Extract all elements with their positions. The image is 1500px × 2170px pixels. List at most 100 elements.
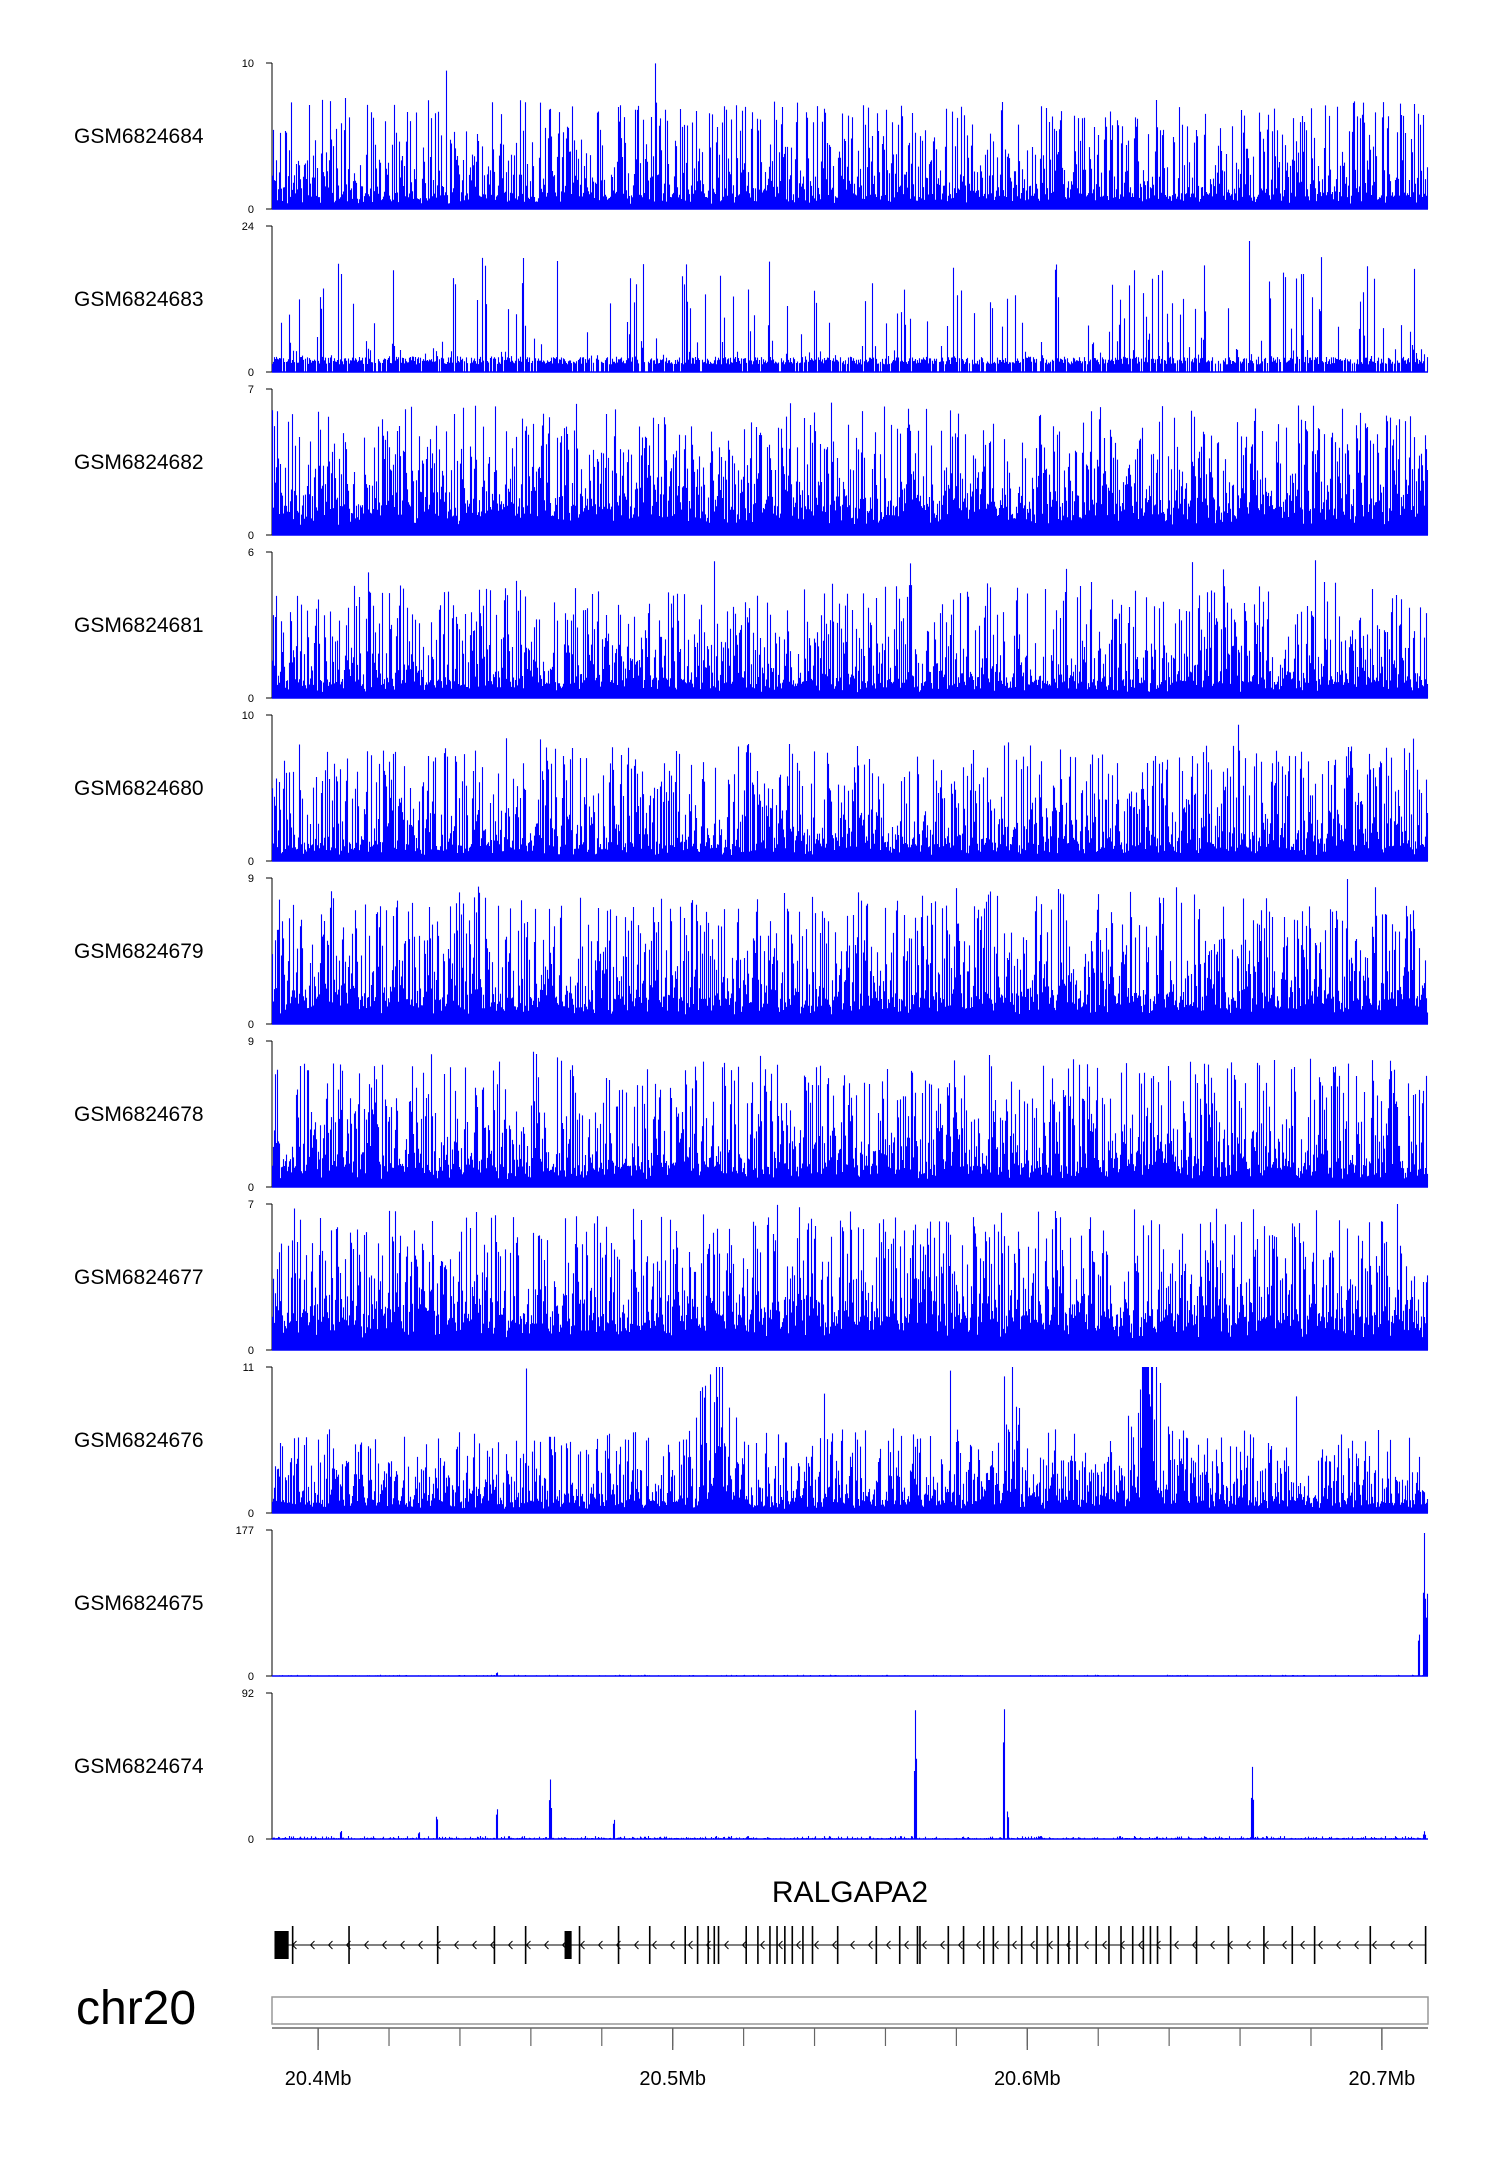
strand-arrow	[1371, 1940, 1377, 1950]
exon	[757, 1926, 759, 1964]
strand-arrow	[1011, 1940, 1017, 1950]
y-axis-max-label: 10	[242, 710, 254, 722]
track-GSM6824682: GSM6824682 7 0	[74, 384, 1429, 542]
strand-arrow	[327, 1940, 333, 1950]
exon	[1095, 1926, 1097, 1964]
strand-arrow	[399, 1940, 405, 1950]
signal-area	[271, 63, 1429, 209]
gene-name: RALGAPA2	[772, 1876, 928, 1909]
x-axis-ticks: 20.4Mb 20.5Mb 20.6Mb 20.7Mb	[285, 2028, 1416, 2090]
track-GSM6824674: GSM6824674 92 0	[74, 1688, 1428, 1846]
strand-arrow	[939, 1940, 945, 1950]
strand-arrow	[1299, 1940, 1305, 1950]
strand-arrow	[453, 1940, 459, 1950]
track-label: GSM6824675	[74, 1592, 204, 1615]
strand-arrow	[975, 1940, 981, 1950]
y-axis-max-label: 10	[242, 58, 254, 70]
strand-arrow	[579, 1940, 585, 1950]
chromosome-label: chr20	[76, 1982, 196, 2035]
exon	[962, 1926, 965, 1964]
exon	[802, 1926, 804, 1964]
exon	[1149, 1926, 1152, 1964]
strand-arrow	[633, 1940, 639, 1950]
y-axis-max-label: 7	[248, 1199, 254, 1211]
strand-arrow	[849, 1940, 855, 1950]
x-axis-tick-label: 20.4Mb	[285, 2068, 352, 2090]
strand-arrow	[903, 1940, 909, 1950]
exon	[875, 1926, 878, 1964]
exon	[648, 1926, 651, 1964]
exon	[1313, 1926, 1316, 1964]
strand-arrow	[1083, 1940, 1089, 1950]
exon	[291, 1926, 294, 1964]
strand-arrow	[597, 1940, 603, 1950]
exon	[836, 1926, 839, 1964]
track-GSM6824679: GSM6824679 9 0	[74, 873, 1429, 1031]
strand-arrow	[1173, 1940, 1179, 1950]
strand-arrow	[363, 1940, 369, 1950]
exon	[791, 1926, 794, 1964]
exon	[1046, 1926, 1049, 1964]
exon	[1424, 1926, 1427, 1964]
track-label: GSM6824683	[74, 288, 204, 311]
exon	[696, 1926, 699, 1964]
exon	[707, 1926, 710, 1964]
exon	[1227, 1926, 1230, 1964]
track-label: GSM6824684	[74, 125, 204, 148]
strand-arrow	[831, 1940, 837, 1950]
signal-area	[271, 724, 1429, 861]
exon	[1007, 1926, 1010, 1964]
strand-arrow	[525, 1940, 531, 1950]
y-axis-min-label: 0	[248, 693, 254, 705]
exon	[992, 1926, 995, 1964]
track-GSM6824677: GSM6824677 7 0	[74, 1199, 1429, 1357]
exon	[1195, 1926, 1198, 1964]
exon	[898, 1926, 901, 1964]
track-label: GSM6824681	[74, 614, 204, 637]
exon	[1156, 1926, 1159, 1964]
exon	[1169, 1926, 1172, 1964]
strand-arrow	[1245, 1940, 1251, 1950]
exon	[348, 1926, 350, 1964]
strand-arrow	[795, 1940, 801, 1950]
track-label: GSM6824679	[74, 940, 204, 963]
strand-arrow	[1101, 1940, 1107, 1950]
strand-arrow	[1317, 1940, 1323, 1950]
strand-arrow	[489, 1940, 495, 1950]
strand-arrow	[687, 1940, 693, 1950]
strand-arrow	[1407, 1940, 1413, 1950]
strand-arrow	[1191, 1940, 1197, 1950]
x-axis-tick-label: 20.7Mb	[1349, 2068, 1416, 2090]
exon	[1057, 1926, 1060, 1964]
strand-arrow	[993, 1940, 999, 1950]
x-axis-tick-label: 20.5Mb	[639, 2068, 706, 2090]
y-axis-max-label: 24	[242, 221, 254, 233]
strand-arrow	[1389, 1940, 1395, 1950]
genome-axis-track: chr20 20.4Mb 20.5Mb 20.6Mb 20.7Mb	[76, 1982, 1429, 2090]
exon	[1020, 1926, 1023, 1964]
signal-area	[271, 560, 1429, 698]
exon	[919, 1926, 921, 1964]
exon	[769, 1926, 771, 1964]
exon	[617, 1926, 620, 1964]
exon	[1142, 1926, 1145, 1964]
track-GSM6824676: GSM6824676 11 0	[74, 1362, 1429, 1520]
strand-arrow	[1029, 1940, 1035, 1950]
exon	[982, 1926, 985, 1964]
y-axis-max-label: 6	[248, 547, 254, 559]
strand-arrow	[507, 1940, 513, 1950]
track-GSM6824681: GSM6824681 6 0	[74, 547, 1429, 705]
exon	[1036, 1926, 1038, 1964]
y-axis-max-label: 7	[248, 384, 254, 396]
exon	[745, 1926, 747, 1964]
exon	[1108, 1926, 1110, 1964]
exon	[1076, 1926, 1078, 1964]
exon	[1291, 1926, 1294, 1964]
track-label: GSM6824680	[74, 777, 204, 800]
y-axis-min-label: 0	[248, 530, 254, 542]
y-axis-min-label: 0	[248, 1019, 254, 1031]
strand-arrow	[957, 1940, 963, 1950]
strand-arrow	[669, 1940, 675, 1950]
x-axis-tick-label: 20.6Mb	[994, 2068, 1061, 2090]
track-GSM6824680: GSM6824680 10 0	[74, 710, 1429, 868]
